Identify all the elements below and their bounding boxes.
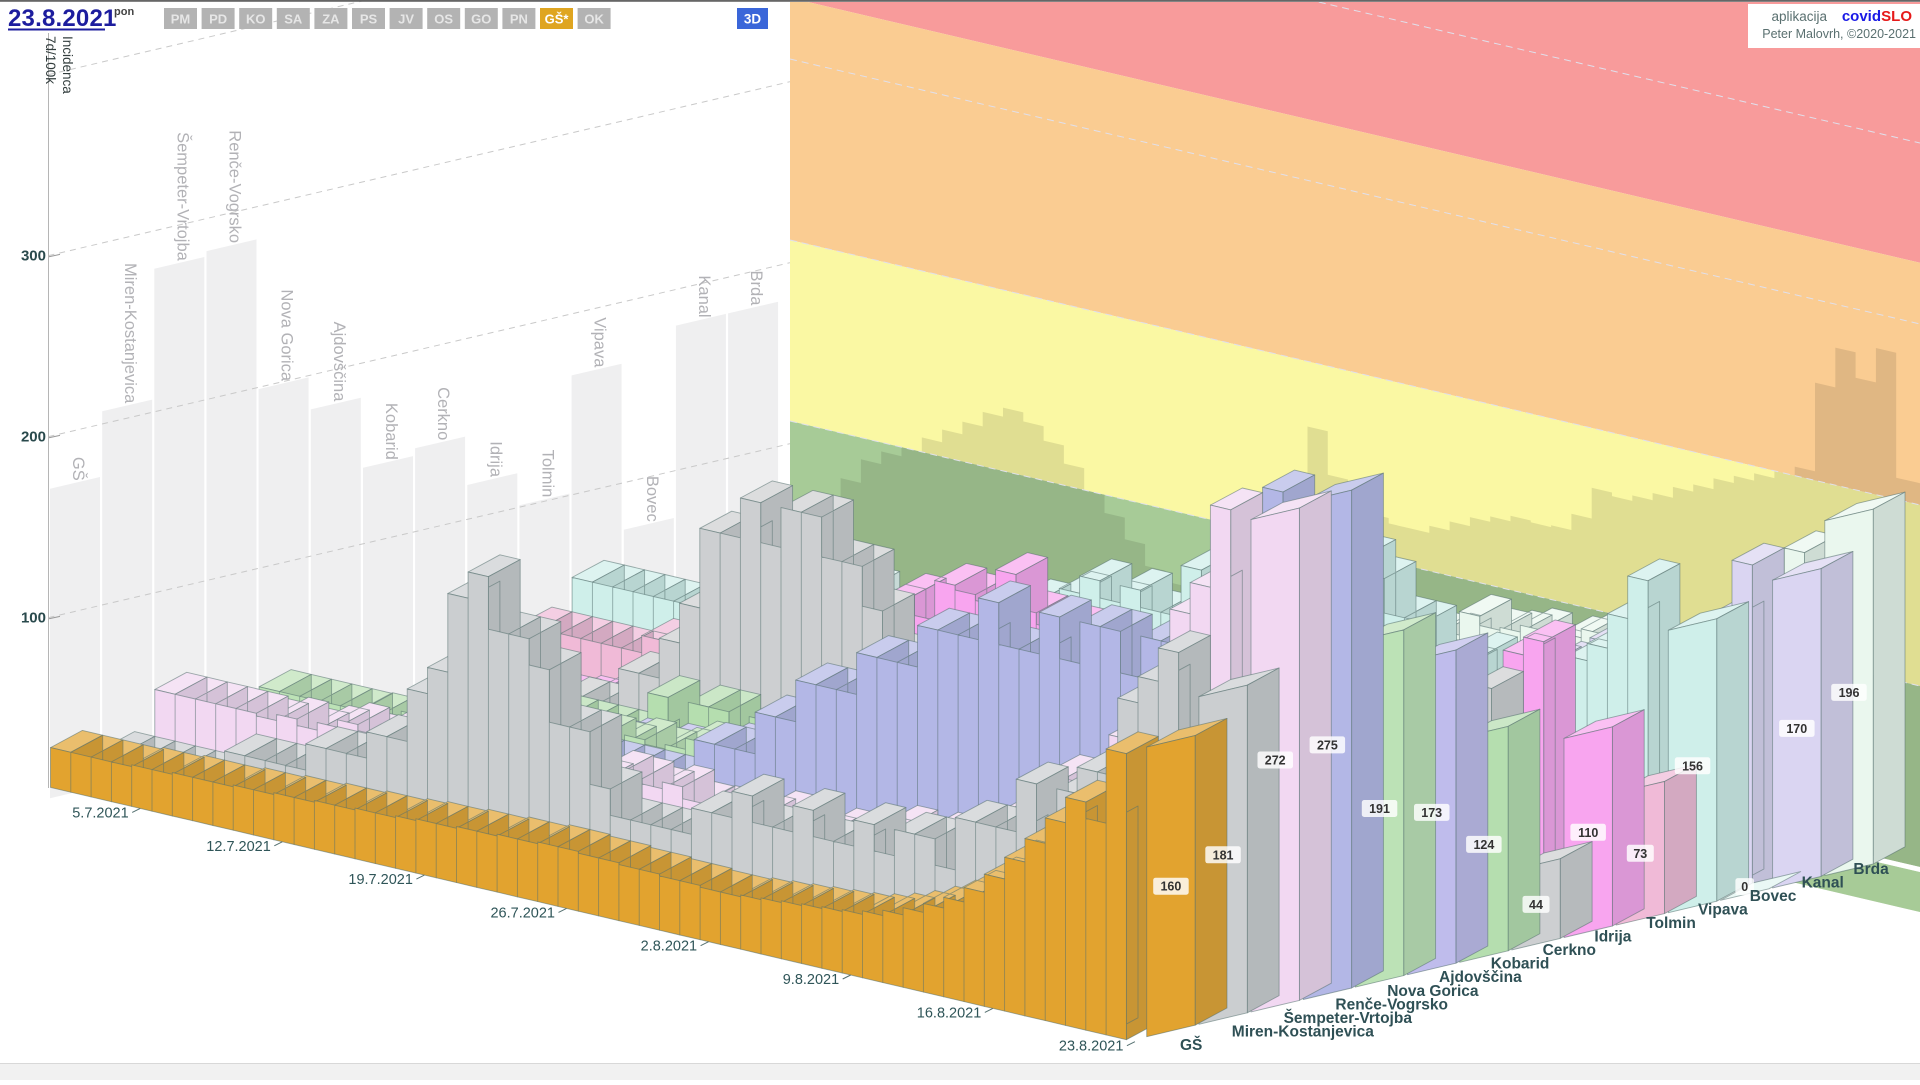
svg-text:Bovec: Bovec (643, 476, 661, 522)
svg-text:Miren-Kostanjevica: Miren-Kostanjevica (121, 263, 139, 404)
svg-text:73: 73 (1633, 847, 1647, 861)
svg-text:9.8.2021: 9.8.2021 (783, 972, 839, 988)
svg-text:23.8.2021: 23.8.2021 (8, 5, 117, 32)
svg-text:Kobarid: Kobarid (1491, 956, 1550, 973)
svg-text:Šempeter-Vrtojba: Šempeter-Vrtojba (173, 132, 192, 262)
svg-text:PM: PM (171, 12, 191, 27)
svg-text:12.7.2021: 12.7.2021 (206, 839, 271, 855)
svg-text:100: 100 (21, 610, 46, 627)
svg-text:196: 196 (1839, 686, 1860, 700)
svg-text:173: 173 (1421, 806, 1442, 820)
svg-text:23.8.2021: 23.8.2021 (1059, 1039, 1124, 1055)
svg-text:Tolmin: Tolmin (538, 450, 556, 498)
svg-text:PS: PS (360, 12, 378, 27)
svg-text:160: 160 (1160, 880, 1181, 894)
svg-text:covid: covid (1842, 8, 1881, 25)
svg-text:GŠ: GŠ (1180, 1036, 1202, 1054)
svg-text:7d/100k: 7d/100k (43, 36, 58, 84)
svg-text:Miren-Kostanjevica: Miren-Kostanjevica (1232, 1024, 1375, 1041)
svg-text:GŠ*: GŠ* (545, 12, 570, 27)
svg-text:Renče-Vogrsko: Renče-Vogrsko (226, 130, 244, 243)
svg-text:PD: PD (209, 12, 227, 27)
svg-text:GŠ: GŠ (69, 457, 88, 481)
svg-text:SA: SA (284, 12, 303, 27)
svg-text:aplikacija: aplikacija (1771, 9, 1827, 24)
svg-text:110: 110 (1578, 826, 1598, 840)
svg-text:Vipava: Vipava (1698, 902, 1748, 919)
svg-text:SLO: SLO (1881, 8, 1912, 25)
svg-text:Renče-Vogrsko: Renče-Vogrsko (1335, 996, 1448, 1013)
svg-text:KO: KO (246, 12, 266, 27)
svg-text:ZA: ZA (322, 12, 340, 27)
svg-text:GO: GO (471, 12, 491, 27)
svg-text:26.7.2021: 26.7.2021 (490, 905, 555, 921)
svg-text:5.7.2021: 5.7.2021 (72, 805, 128, 821)
svg-text:156: 156 (1682, 759, 1703, 773)
svg-text:Kanal: Kanal (1802, 874, 1844, 891)
svg-text:Kobarid: Kobarid (382, 403, 400, 460)
svg-text:Nova Gorica: Nova Gorica (1387, 983, 1479, 1000)
svg-text:Idrija: Idrija (486, 441, 504, 478)
svg-text:Brda: Brda (747, 271, 765, 307)
svg-text:170: 170 (1786, 722, 1807, 736)
svg-text:Vipava: Vipava (591, 317, 609, 368)
svg-text:Ajdovščina: Ajdovščina (1439, 969, 1522, 986)
svg-text:Šempeter-Vrtojba: Šempeter-Vrtojba (1284, 1009, 1413, 1027)
svg-text:19.7.2021: 19.7.2021 (348, 872, 413, 888)
svg-text:272: 272 (1265, 754, 1286, 768)
svg-text:Peter Malovrh, ©2020-2021: Peter Malovrh, ©2020-2021 (1762, 27, 1916, 41)
svg-text:Tolmin: Tolmin (1646, 915, 1696, 932)
svg-text:16.8.2021: 16.8.2021 (917, 1005, 982, 1021)
svg-text:Idrija: Idrija (1594, 929, 1631, 946)
svg-text:2.8.2021: 2.8.2021 (641, 939, 697, 955)
svg-text:pon: pon (114, 6, 134, 18)
svg-text:OS: OS (434, 12, 453, 27)
svg-text:Cerkno: Cerkno (434, 387, 452, 440)
svg-text:Ajdovščina: Ajdovščina (330, 322, 348, 403)
svg-text:Bovec: Bovec (1750, 888, 1797, 905)
svg-text:0: 0 (1741, 880, 1748, 894)
svg-text:300: 300 (21, 248, 46, 265)
svg-text:3D: 3D (744, 12, 762, 27)
svg-text:200: 200 (21, 429, 46, 446)
svg-text:OK: OK (584, 12, 604, 27)
svg-text:Incidenca: Incidenca (60, 36, 75, 94)
svg-text:Cerkno: Cerkno (1543, 942, 1596, 959)
svg-text:124: 124 (1473, 838, 1494, 852)
svg-text:275: 275 (1317, 738, 1338, 752)
svg-text:44: 44 (1529, 898, 1543, 912)
svg-text:Nova Gorica: Nova Gorica (278, 289, 296, 382)
svg-text:181: 181 (1213, 848, 1234, 862)
svg-text:PN: PN (510, 12, 528, 27)
svg-text:Kanal: Kanal (695, 275, 713, 317)
svg-text:JV: JV (398, 12, 414, 27)
svg-text:191: 191 (1369, 802, 1390, 816)
svg-text:Brda: Brda (1853, 861, 1889, 878)
